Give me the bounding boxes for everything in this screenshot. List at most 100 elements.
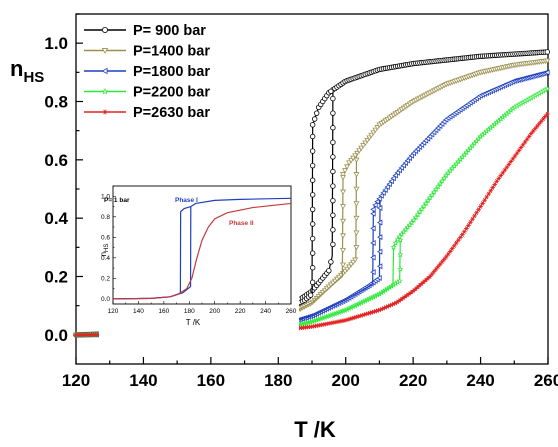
data-point-p-900-bar-shape xyxy=(314,110,320,116)
data-point-p-900-bar-shape xyxy=(328,88,334,94)
data-point-p-1400-bar xyxy=(372,127,379,134)
x-tick-label: 120 xyxy=(62,371,90,390)
data-point-p-1800-bar xyxy=(404,157,410,164)
data-point-p-900-bar xyxy=(309,162,316,169)
data-point-p-2630-bar xyxy=(439,259,445,265)
data-point-p-1400-bar-shape xyxy=(350,155,357,162)
data-point-p-1400-bar xyxy=(340,172,346,178)
data-point-p-1400-bar xyxy=(374,125,381,131)
data-point-p-2630-bar xyxy=(536,121,542,127)
data-point-p-900-bar xyxy=(330,110,336,116)
data-point-p-1800-bar-shape xyxy=(370,225,376,232)
data-point-p-1800-bar xyxy=(376,234,383,241)
data-point-p-2630-bar xyxy=(545,111,550,117)
data-point-p-900-bar-shape xyxy=(309,133,316,140)
x-tick-label: 160 xyxy=(197,371,225,390)
data-point-p-900-bar-shape xyxy=(330,227,336,233)
data-point-p-1400-bar xyxy=(353,186,360,193)
data-point-p-1400-bar-shape xyxy=(353,186,360,193)
inset-x-tick-label: 220 xyxy=(235,308,246,315)
data-point-p-2200-bar xyxy=(437,180,444,187)
data-point-p-900-bar-shape xyxy=(309,250,316,256)
data-point-p-900-bar-shape xyxy=(309,122,316,128)
y-axis-title-main: n xyxy=(10,56,23,81)
data-point-p-1800-bar-shape xyxy=(390,175,396,182)
data-point-p-1800-bar-shape xyxy=(376,219,383,226)
data-point-p-2630-bar-stroke xyxy=(351,315,355,321)
inset-background xyxy=(99,182,299,338)
legend-swatch-marker xyxy=(102,109,108,115)
data-point-p-1800-bar-shape xyxy=(376,234,383,241)
data-point-p-900-bar xyxy=(330,139,336,146)
data-point-p-1400-bar-shape xyxy=(352,257,359,263)
data-point-p-2630-bar-stroke xyxy=(531,128,535,134)
data-point-p-2200-bar xyxy=(435,183,442,190)
data-point-p-900-bar xyxy=(314,110,320,116)
x-tick-label: 220 xyxy=(399,371,427,390)
data-point-p-1400-bar-shape xyxy=(340,204,346,210)
data-point-p-1800-bar xyxy=(374,198,380,205)
data-point-p-2200-bar xyxy=(428,191,436,198)
data-point-p-900-bar xyxy=(309,250,316,256)
data-point-p-2630-bar-stroke xyxy=(369,310,373,315)
data-point-p-900-bar xyxy=(330,183,336,189)
legend-swatch-marker-stroke xyxy=(103,109,107,115)
data-point-p-900-bar-shape xyxy=(330,139,336,146)
data-point-p-900-bar xyxy=(330,241,336,248)
inset-title: P= 1 bar xyxy=(104,197,130,204)
data-point-p-2200-bar xyxy=(430,188,438,195)
data-point-p-1400-bar xyxy=(353,245,360,251)
data-point-p-900-bar xyxy=(309,133,316,140)
inset-x-axis-title: T /K xyxy=(186,318,201,327)
data-point-p-1400-bar xyxy=(544,58,551,64)
data-point-p-1800-bar xyxy=(376,195,382,202)
data-point-p-1800-bar-shape xyxy=(370,269,376,276)
data-point-p-900-bar-shape xyxy=(307,292,314,298)
x-axis-ticks: 120 140 160 180 200 220 240 260 xyxy=(62,357,558,390)
data-point-p-1800-bar xyxy=(370,254,376,261)
y-tick-label: 0.0 xyxy=(44,326,68,345)
data-point-p-2630-bar-stroke xyxy=(379,306,383,312)
data-point-p-2200-bar xyxy=(544,85,551,92)
data-point-p-900-bar xyxy=(309,235,316,242)
data-point-p-1400-bar-shape xyxy=(356,148,363,154)
data-point-p-2200-bar xyxy=(408,219,415,226)
data-point-p-900-bar-shape xyxy=(309,192,316,198)
data-point-p-2630-bar-stroke xyxy=(537,121,541,127)
data-point-p-2630-bar-stroke xyxy=(383,305,388,310)
data-point-p-2630-bar-stroke xyxy=(533,126,537,131)
y-axis-ticks: 0.0 0.2 0.4 0.6 0.8 1.0 xyxy=(44,13,83,345)
data-point-p-900-bar xyxy=(330,212,336,218)
data-point-p-2200-bar xyxy=(426,194,434,201)
legend-swatch-marker-shape xyxy=(101,48,109,54)
inset-series-phase-ii xyxy=(112,202,292,300)
data-point-p-1800-bar xyxy=(370,225,376,232)
data-point-p-2200-bar xyxy=(396,277,403,284)
inset-y-axis-ticks: 0.0 0.2 0.4 0.6 0.8 1.0 xyxy=(101,185,116,303)
data-point-p-1800-bar-shape xyxy=(374,198,380,205)
data-point-p-1800-bar-shape xyxy=(408,152,415,159)
legend-item-p-900-bar: P= 900 bar xyxy=(84,23,206,39)
data-point-p-2200-bar xyxy=(424,197,432,204)
data-point-p-1400-bar-shape xyxy=(340,172,346,178)
data-point-p-1400-bar xyxy=(342,168,349,174)
data-point-p-2630-bar-stroke xyxy=(545,111,549,117)
data-point-p-900-bar-shape xyxy=(328,259,334,265)
data-point-p-1400-bar-shape xyxy=(370,130,377,136)
data-point-p-1400-bar xyxy=(370,130,377,136)
legend-item-p-1800-bar: P=1800 bar xyxy=(84,64,210,80)
legend-swatch-marker xyxy=(101,87,109,95)
data-point-p-2630-bar xyxy=(433,266,439,272)
data-point-p-1400-bar xyxy=(340,189,346,196)
data-point-p-2200-bar-shape xyxy=(414,211,421,218)
data-point-p-1800-bar-shape xyxy=(406,155,413,162)
inset-x-axis-ticks: 120 140 160 180 200 220 240 260 xyxy=(108,301,297,315)
data-point-p-1800-bar xyxy=(396,167,402,174)
data-point-p-1400-bar xyxy=(366,135,373,141)
data-point-p-1400-bar xyxy=(364,138,371,144)
data-point-p-1800-bar xyxy=(370,206,376,213)
x-axis-title: T /K xyxy=(294,417,336,442)
data-point-p-2200-bar-shape xyxy=(396,233,403,240)
data-point-p-2630-bar-stroke xyxy=(355,314,359,319)
data-point-p-900-bar xyxy=(309,265,316,271)
